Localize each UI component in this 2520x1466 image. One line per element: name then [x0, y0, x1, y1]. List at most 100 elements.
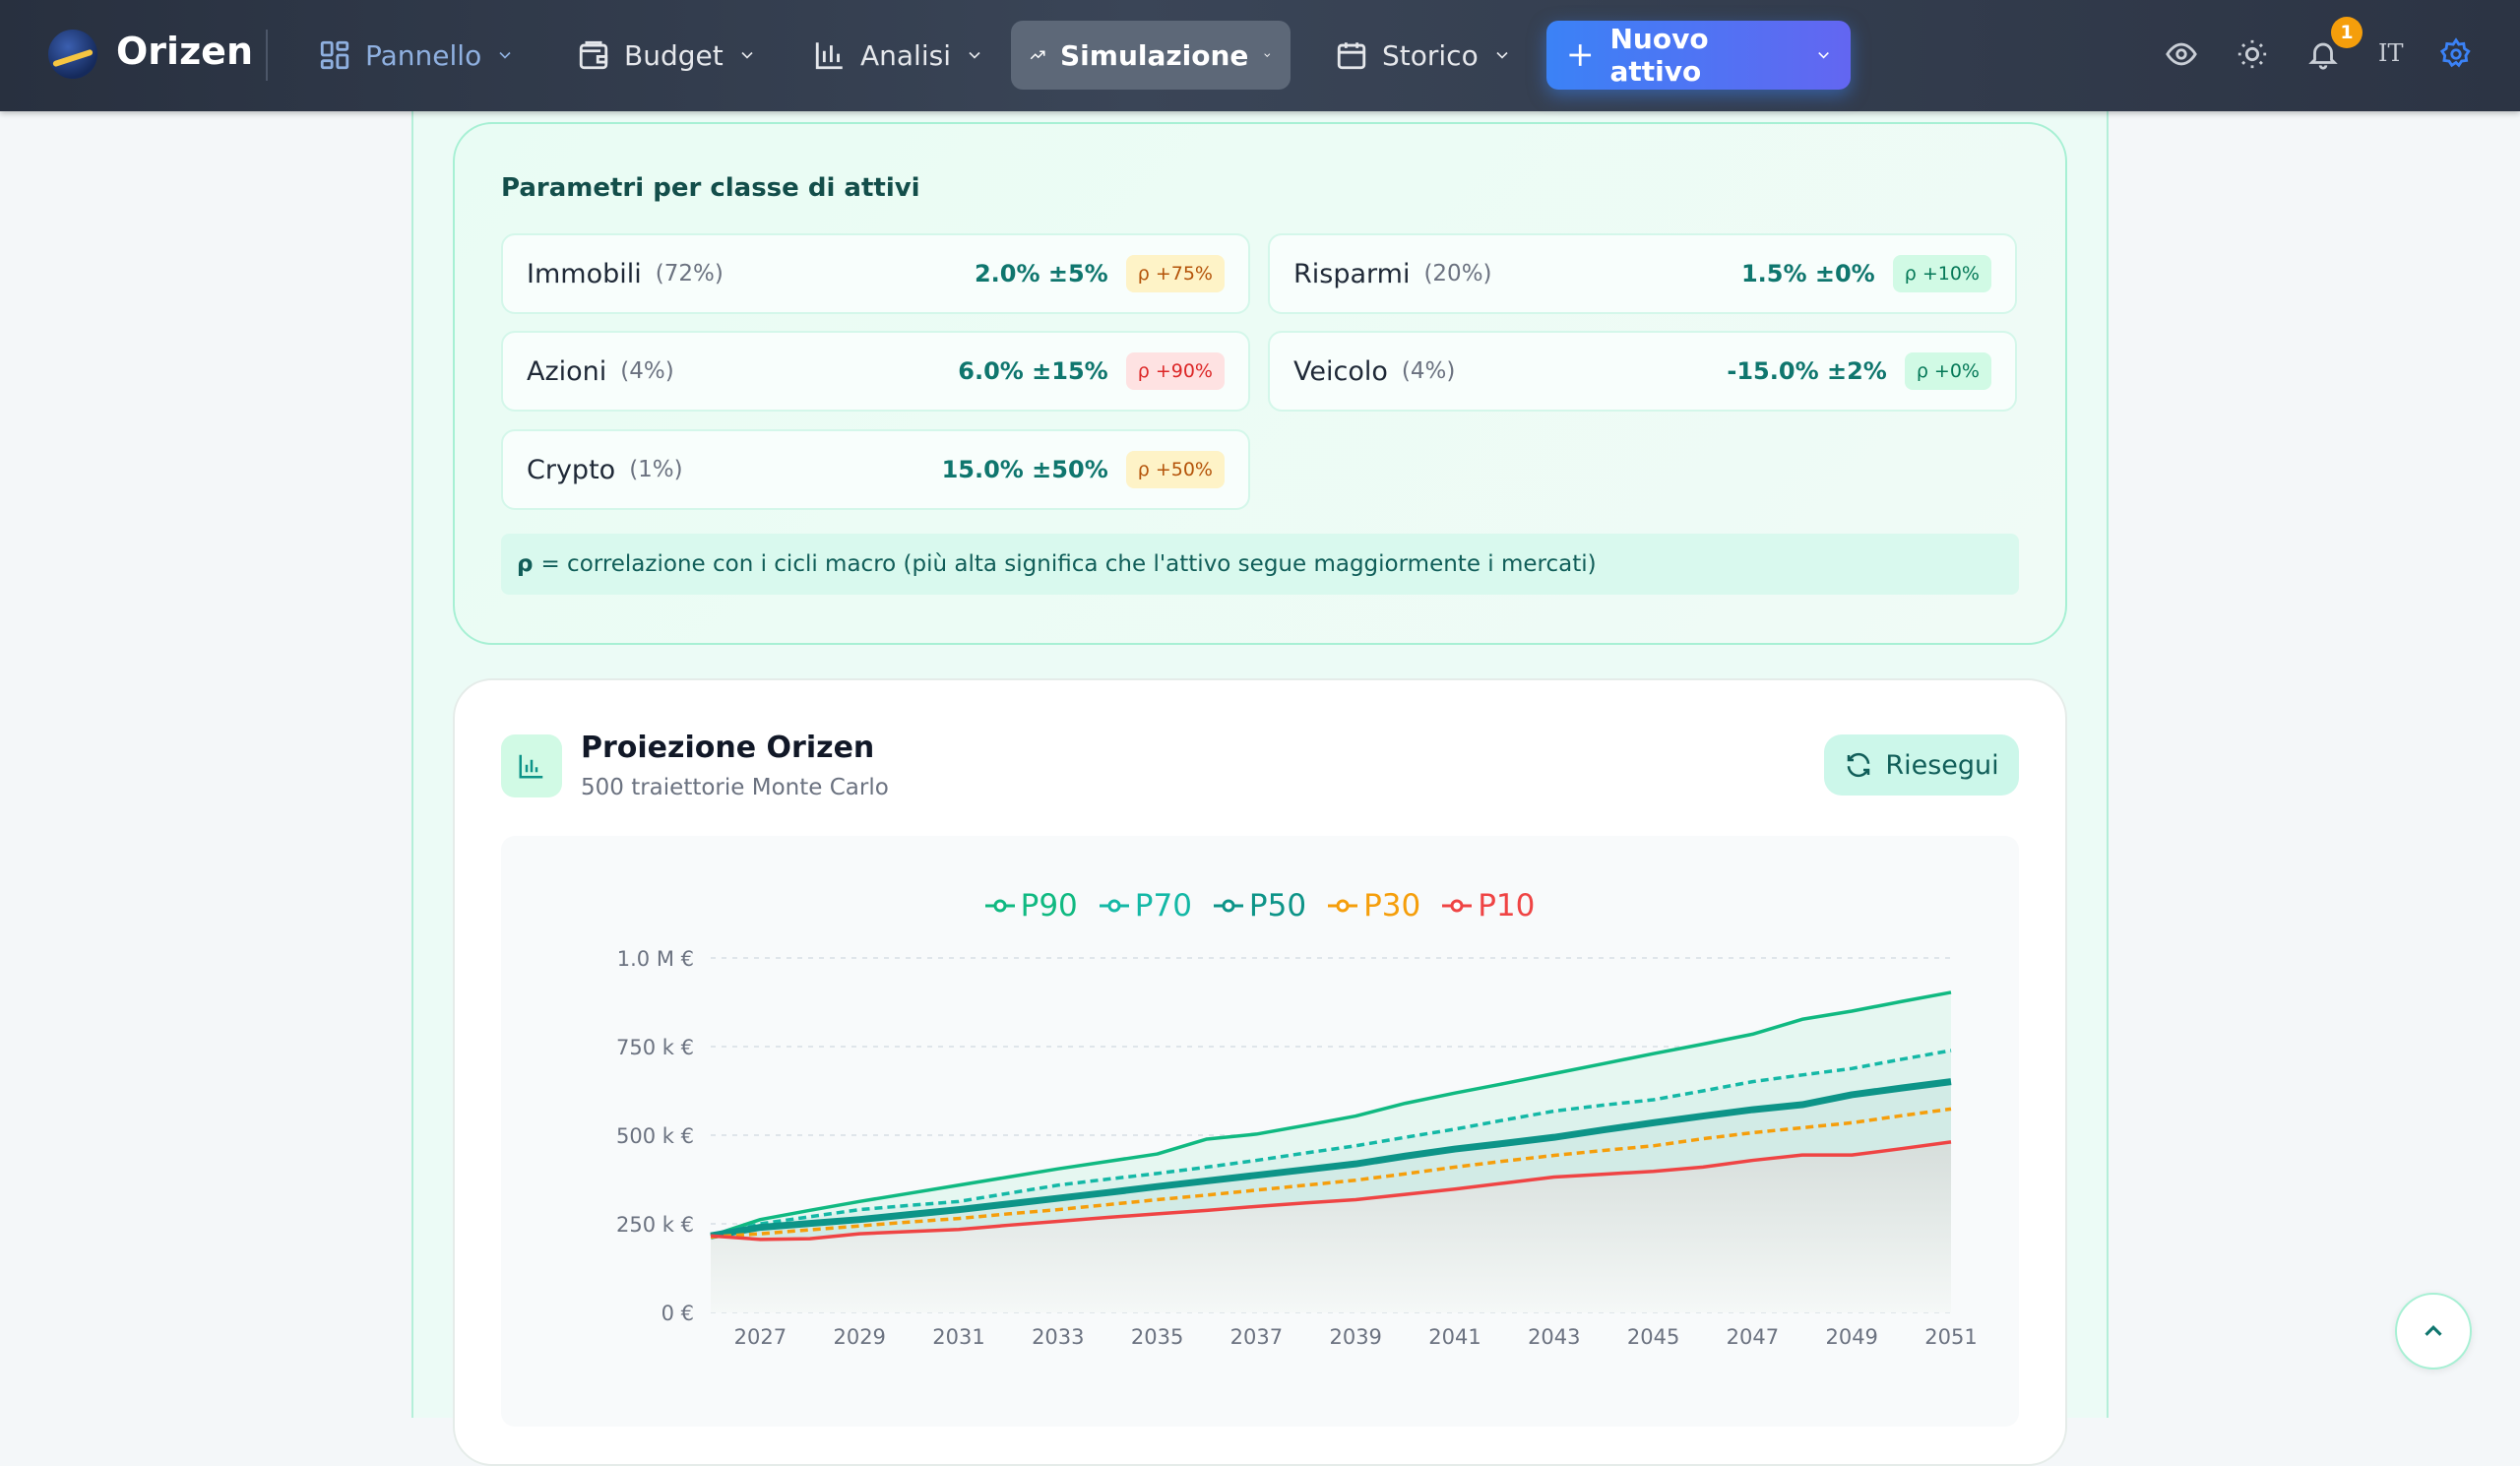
legend-item-p90[interactable]: P90 [984, 888, 1078, 924]
param-value: -15.0% ±2% [1727, 357, 1887, 385]
y-tick-label: 1.0 M € [617, 947, 694, 971]
series-line-p50 [710, 1078, 1952, 1240]
nav-budget[interactable]: Budget [559, 21, 775, 90]
chevron-down-icon [741, 51, 753, 59]
bell-icon[interactable] [2306, 37, 2340, 71]
x-tick-label: 2051 [1924, 1325, 1977, 1349]
legend-label: P70 [1134, 888, 1192, 924]
plus-icon [1569, 44, 1592, 66]
refresh-icon [1848, 752, 1870, 778]
notification-badge: 1 [2331, 17, 2362, 48]
legend-marker-icon [1099, 899, 1129, 913]
language-switcher[interactable]: IT [2378, 39, 2404, 67]
nav-label: Analisi [860, 38, 951, 72]
projection-icon-box [501, 734, 562, 797]
series-line-p10 [710, 1140, 1952, 1242]
rho-badge: ρ +90% [1125, 352, 1225, 390]
chevron-down-icon [1496, 51, 1508, 59]
param-value: 6.0% ±15% [958, 357, 1108, 385]
rho-symbol: ρ [517, 551, 534, 577]
x-tick-label: 2039 [1329, 1325, 1381, 1349]
rho-badge: ρ +0% [1904, 352, 1991, 390]
legend-marker-icon [984, 899, 1015, 913]
chevron-down-icon [1818, 52, 1829, 59]
param-name: Azioni [527, 355, 607, 387]
projection-subtitle: 500 traiettorie Monte Carlo [581, 775, 889, 800]
x-tick-label: 2041 [1428, 1325, 1480, 1349]
legend-item-p50[interactable]: P50 [1213, 888, 1307, 924]
series-line-p90 [710, 990, 1952, 1238]
y-tick-label: 500 k € [616, 1124, 694, 1148]
nav-label: Storico [1382, 38, 1479, 72]
legend-item-p70[interactable]: P70 [1099, 888, 1192, 924]
param-name: Crypto [527, 454, 616, 485]
legend-item-p10[interactable]: P10 [1442, 888, 1535, 924]
param-item-crypto: Crypto (1%) 15.0% ±50% ρ +50% [501, 429, 1250, 510]
nav-divider [266, 30, 268, 81]
new-asset-button[interactable]: Nuovo attivo [1546, 21, 1851, 90]
legend-label: P10 [1478, 888, 1536, 924]
chevron-up-icon [2425, 1325, 2442, 1336]
rerun-label: Riesegui [1885, 749, 1999, 781]
x-tick-label: 2033 [1032, 1325, 1084, 1349]
projection-title: Proiezione Orizen [581, 731, 875, 765]
rho-note-text: = correlazione con i cicli macro (più al… [540, 551, 1597, 577]
rho-note: ρ = correlazione con i cicli macro (più … [501, 534, 2019, 595]
param-name: Risparmi [1293, 258, 1411, 289]
x-tick-label: 2029 [833, 1325, 885, 1349]
y-tick-label: 0 € [662, 1302, 694, 1325]
x-tick-label: 2045 [1627, 1325, 1679, 1349]
rho-badge: ρ +10% [1892, 255, 1991, 292]
bar-chart-icon [519, 754, 543, 779]
y-tick-label: 750 k € [616, 1036, 694, 1059]
y-tick-label: 250 k € [616, 1213, 694, 1237]
nav-storico[interactable]: Storico [1317, 21, 1530, 90]
projection-chart: 0 € 250 k € 500 k € 750 k € 1.0 M € 2027 2029 2… [616, 947, 1978, 1349]
gear-icon[interactable] [2439, 37, 2473, 71]
area-p10 [711, 1141, 1951, 1312]
x-tick-label: 2049 [1825, 1325, 1877, 1349]
x-tick-label: 2043 [1528, 1325, 1580, 1349]
chart-legend: P90 P70 P50 P30 P10 [501, 888, 2019, 924]
nav-label: Budget [624, 38, 724, 72]
legend-marker-icon [1213, 899, 1243, 913]
nav-simulazione[interactable]: Simulazione [1011, 21, 1291, 90]
chevron-down-icon [969, 51, 980, 59]
param-name: Immobili [527, 258, 642, 289]
param-share: (4%) [620, 358, 674, 384]
x-tick-label: 2031 [932, 1325, 984, 1349]
series-line-p70 [710, 1049, 1952, 1238]
rerun-button[interactable]: Riesegui [1824, 734, 2019, 796]
x-tick-label: 2037 [1230, 1325, 1283, 1349]
sun-icon[interactable] [2236, 37, 2269, 71]
param-name: Veicolo [1293, 355, 1388, 387]
asset-params-title: Parametri per classe di attivi [501, 173, 920, 203]
nav-analisi[interactable]: Analisi [795, 21, 1002, 90]
series-line-p30 [710, 1107, 1952, 1240]
legend-label: P30 [1363, 888, 1421, 924]
legend-item-p30[interactable]: P30 [1328, 888, 1420, 924]
param-item-azioni: Azioni (4%) 6.0% ±15% ρ +90% [501, 331, 1250, 412]
nav-pannello[interactable]: Pannello [300, 21, 533, 90]
x-tick-label: 2027 [734, 1325, 787, 1349]
eye-icon[interactable] [2165, 37, 2198, 71]
scroll-to-top-button[interactable] [2395, 1293, 2472, 1370]
param-share: (20%) [1423, 261, 1492, 287]
chevron-down-icon [499, 51, 511, 59]
top-navbar: Orizen Pannello Budget Analisi Simulazio… [0, 0, 2520, 111]
param-value: 1.5% ±0% [1740, 260, 1875, 287]
calendar-icon [1337, 42, 1366, 70]
param-share: (4%) [1401, 358, 1456, 384]
brand-name[interactable]: Orizen [116, 30, 254, 73]
wallet-icon [579, 40, 608, 70]
bar-chart-icon [815, 42, 843, 70]
new-asset-label: Nuovo attivo [1609, 23, 1709, 88]
param-item-immobili: Immobili (72%) 2.0% ±5% ρ +75% [501, 233, 1250, 314]
param-share: (1%) [629, 457, 683, 482]
param-item-veicolo: Veicolo (4%) -15.0% ±2% ρ +0% [1268, 331, 2017, 412]
orizen-logo[interactable] [48, 30, 97, 79]
param-value: 2.0% ±5% [974, 260, 1108, 287]
legend-label: P50 [1248, 888, 1307, 924]
x-tick-label: 2035 [1131, 1325, 1183, 1349]
x-tick-label: 2047 [1727, 1325, 1779, 1349]
